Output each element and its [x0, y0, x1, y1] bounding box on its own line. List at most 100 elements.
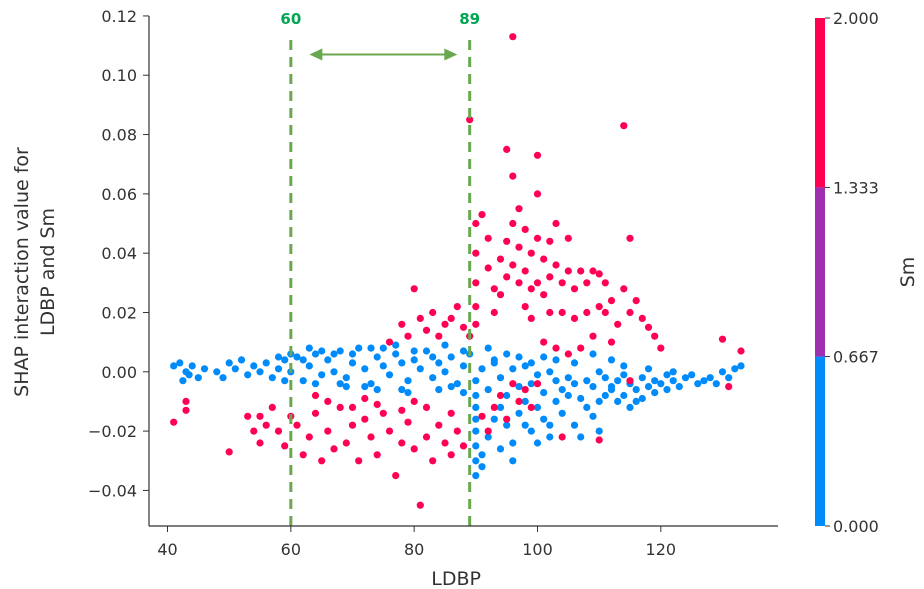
- data-point-1-89: [527, 249, 535, 257]
- data-point-1-73: [490, 308, 498, 317]
- data-point-1-134: [496, 391, 505, 400]
- data-point-0-54: [509, 365, 517, 373]
- data-point-1-84: [515, 243, 523, 251]
- data-point-1-109: [577, 267, 585, 275]
- points-layer: [170, 33, 745, 509]
- y-axis-title: SHAP interaction value for LDBP and Sm: [11, 147, 59, 397]
- data-point-0-50: [484, 386, 492, 394]
- data-point-1-144: [607, 338, 616, 346]
- data-point-1-51: [398, 320, 406, 328]
- data-point-0-45: [453, 380, 461, 388]
- data-point-0-20: [299, 377, 307, 385]
- data-point-0-167: [663, 386, 671, 394]
- data-point-0-44: [447, 353, 455, 361]
- data-point-0-134: [515, 353, 523, 361]
- data-point-0-59: [540, 389, 548, 397]
- data-point-0-147: [404, 389, 412, 397]
- data-point-0-168: [675, 383, 683, 391]
- data-point-1-31: [404, 418, 412, 426]
- data-point-0-148: [373, 386, 381, 394]
- data-point-1-129: [725, 383, 733, 391]
- data-point-1-102: [552, 261, 560, 269]
- y-tick-label-5: 0.06: [101, 185, 137, 204]
- colorbar-tick-label-3: 0.000: [833, 517, 879, 536]
- data-point-1-140: [533, 380, 542, 388]
- data-point-0-96: [459, 347, 468, 355]
- data-point-1-7: [256, 412, 264, 420]
- data-point-1-24: [361, 415, 369, 423]
- data-point-0-162: [626, 403, 634, 411]
- data-point-1-9: [268, 403, 276, 411]
- data-point-0-75: [638, 374, 646, 382]
- colorbar-tick-label-1: 1.333: [833, 178, 879, 197]
- data-point-0-130: [644, 365, 653, 373]
- data-point-0-40: [422, 347, 431, 355]
- data-point-1-113: [595, 270, 603, 278]
- data-point-1-30: [398, 439, 406, 447]
- data-point-0-101: [472, 442, 480, 450]
- data-point-0-32: [373, 353, 381, 361]
- data-point-0-42: [435, 359, 443, 367]
- data-point-1-47: [311, 391, 320, 400]
- data-point-0-19: [293, 353, 301, 361]
- data-point-1-52: [404, 332, 412, 340]
- data-point-0-129: [620, 362, 628, 370]
- data-point-1-86: [521, 225, 529, 233]
- data-point-1-85: [515, 279, 523, 287]
- data-point-0-69: [601, 374, 609, 382]
- data-point-0-15: [268, 374, 276, 382]
- data-point-1-61: [459, 323, 468, 331]
- data-point-1-147: [564, 350, 572, 358]
- data-point-1-19: [330, 445, 338, 453]
- data-point-0-56: [521, 362, 529, 370]
- data-point-0-80: [669, 377, 677, 385]
- data-point-0-107: [496, 403, 505, 411]
- data-point-1-111: [583, 308, 591, 317]
- data-point-1-33: [416, 501, 424, 509]
- data-point-1-39: [453, 427, 461, 435]
- data-point-1-108: [570, 314, 579, 322]
- data-point-0-37: [404, 377, 412, 385]
- y-tick-label-4: 0.04: [101, 244, 137, 263]
- data-point-1-71: [484, 264, 492, 272]
- data-point-0-172: [718, 368, 727, 376]
- data-point-1-93: [533, 190, 542, 198]
- data-point-0-4: [185, 371, 193, 379]
- y-axis-title-line-1: LDBP and Sm: [37, 208, 59, 336]
- data-point-1-131: [478, 412, 486, 420]
- data-point-0-10: [237, 356, 246, 364]
- data-point-1-128: [718, 335, 727, 343]
- data-point-1-88: [521, 303, 529, 311]
- data-point-1-18: [324, 427, 332, 435]
- data-point-0-13: [256, 368, 264, 376]
- data-point-0-115: [546, 433, 554, 441]
- data-point-0-113: [533, 403, 542, 411]
- data-point-1-121: [626, 234, 634, 242]
- data-point-1-74: [496, 255, 505, 263]
- data-point-0-100: [472, 427, 480, 435]
- data-point-1-8: [262, 421, 270, 429]
- data-point-0-123: [620, 391, 628, 400]
- data-point-0-9: [231, 365, 239, 373]
- y-tick-label-1: −0.02: [88, 422, 137, 441]
- data-point-1-20: [336, 403, 344, 411]
- data-point-0-114: [540, 415, 548, 423]
- data-point-1-82: [509, 261, 517, 269]
- x-tick-label-2: 80: [404, 540, 424, 559]
- data-point-0-65: [577, 394, 585, 403]
- data-point-0-67: [589, 383, 597, 391]
- data-point-1-143: [626, 377, 634, 385]
- data-point-0-139: [441, 341, 449, 349]
- data-point-0-158: [546, 421, 554, 429]
- x-tick-label-1: 60: [281, 540, 301, 559]
- data-point-1-49: [410, 397, 418, 405]
- data-point-1-28: [385, 427, 394, 435]
- data-point-0-24: [324, 356, 332, 364]
- data-point-1-148: [552, 344, 560, 352]
- data-point-0-160: [601, 391, 609, 400]
- data-point-1-110: [583, 279, 591, 287]
- data-point-1-48: [361, 394, 369, 403]
- data-point-0-121: [595, 397, 603, 405]
